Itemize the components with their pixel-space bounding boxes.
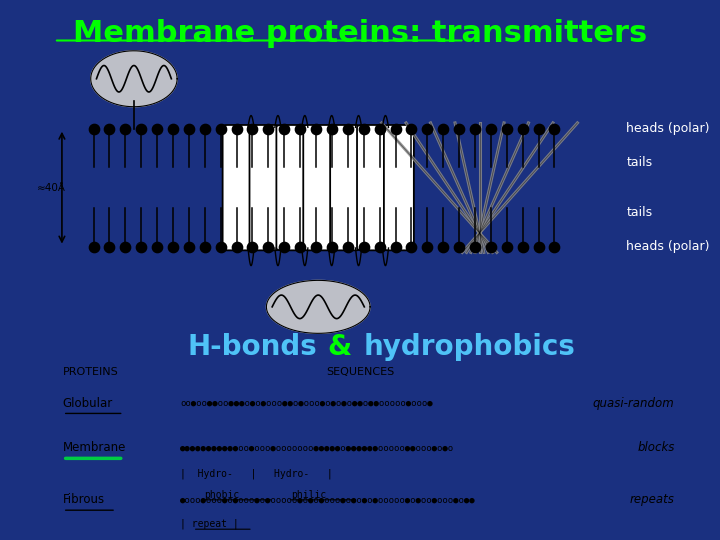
Point: [88, 125, 99, 133]
Text: tails: tails: [626, 206, 652, 219]
FancyBboxPatch shape: [303, 125, 333, 251]
Text: ≈40Å: ≈40Å: [37, 183, 66, 193]
Point: [183, 242, 194, 251]
Point: [390, 242, 401, 251]
Text: quasi-random: quasi-random: [593, 396, 675, 409]
Point: [120, 242, 131, 251]
Point: [421, 242, 433, 251]
Text: PROTEINS: PROTEINS: [63, 367, 119, 377]
Point: [294, 242, 306, 251]
FancyBboxPatch shape: [357, 125, 387, 251]
Point: [215, 125, 227, 133]
Point: [135, 125, 147, 133]
Point: [326, 242, 338, 251]
Text: SEQUENCES: SEQUENCES: [326, 367, 394, 377]
Point: [517, 125, 528, 133]
Point: [247, 242, 258, 251]
Point: [120, 125, 131, 133]
Point: [485, 242, 497, 251]
Point: [421, 125, 433, 133]
Point: [358, 242, 369, 251]
Text: |  Hydro-   |   Hydro-   |: | Hydro- | Hydro- |: [180, 469, 333, 479]
Point: [199, 125, 210, 133]
Point: [501, 125, 513, 133]
FancyBboxPatch shape: [222, 125, 253, 251]
Text: phobic: phobic: [204, 490, 240, 500]
Point: [247, 125, 258, 133]
Point: [151, 242, 163, 251]
Point: [263, 242, 274, 251]
Point: [533, 125, 544, 133]
Point: [517, 242, 528, 251]
Text: heads (polar): heads (polar): [626, 240, 710, 253]
Point: [215, 242, 227, 251]
Point: [549, 242, 560, 251]
Point: [405, 242, 417, 251]
Point: [199, 242, 210, 251]
Point: [294, 125, 306, 133]
Point: [135, 242, 147, 251]
Point: [263, 125, 274, 133]
Point: [405, 125, 417, 133]
Point: [358, 125, 369, 133]
Text: oo●oo●●oo●●●o●o●ooo●●o●ooo●o●o●o●●o●●ooooo●ooo●: oo●oo●●oo●●●o●o●ooo●●o●ooo●o●o●o●●o●●ooo…: [180, 399, 433, 408]
Text: philic: philic: [291, 490, 326, 500]
Point: [438, 125, 449, 133]
Point: [279, 242, 290, 251]
Point: [342, 125, 354, 133]
Point: [310, 125, 322, 133]
Point: [374, 242, 385, 251]
Point: [167, 242, 179, 251]
Point: [374, 125, 385, 133]
Point: [231, 242, 243, 251]
Text: hydrophobics: hydrophobics: [364, 333, 575, 361]
Point: [438, 242, 449, 251]
Point: [469, 125, 481, 133]
Polygon shape: [266, 280, 370, 333]
FancyBboxPatch shape: [250, 125, 279, 251]
Text: ●●●●●●●●●●●oo●ooo●ooooooo●●●●●o●●●●●●ooooo●●ooo●o●o: ●●●●●●●●●●●oo●ooo●ooooooo●●●●●o●●●●●●ooo…: [180, 443, 454, 453]
Text: Fibrous: Fibrous: [63, 494, 105, 507]
Point: [485, 125, 497, 133]
Text: &: &: [328, 333, 352, 361]
Point: [310, 242, 322, 251]
Point: [549, 125, 560, 133]
Point: [231, 125, 243, 133]
FancyBboxPatch shape: [276, 125, 306, 251]
Text: | repeat |: | repeat |: [180, 519, 239, 529]
FancyBboxPatch shape: [384, 125, 414, 251]
Text: tails: tails: [626, 156, 652, 169]
Text: Membrane: Membrane: [63, 442, 126, 455]
Point: [183, 125, 194, 133]
Text: repeats: repeats: [629, 494, 675, 507]
Text: blocks: blocks: [637, 442, 675, 455]
Polygon shape: [91, 51, 177, 107]
Point: [454, 242, 465, 251]
Point: [533, 242, 544, 251]
Point: [454, 125, 465, 133]
Point: [104, 125, 115, 133]
Point: [167, 125, 179, 133]
Point: [390, 125, 401, 133]
Point: [151, 125, 163, 133]
Point: [104, 242, 115, 251]
Point: [326, 125, 338, 133]
Point: [342, 242, 354, 251]
Point: [501, 242, 513, 251]
Text: Membrane proteins: transmitters: Membrane proteins: transmitters: [73, 19, 647, 48]
Point: [88, 242, 99, 251]
Point: [279, 125, 290, 133]
Text: H-bonds: H-bonds: [187, 333, 317, 361]
FancyBboxPatch shape: [330, 125, 360, 251]
Point: [469, 242, 481, 251]
Text: Globular: Globular: [63, 396, 113, 409]
Text: ●ooo●ooo●o●ooo●o●ooooo●o●o●ooo●o●o●o●ooooo●o●oo●ooo●o●●: ●ooo●ooo●o●ooo●o●ooooo●o●o●ooo●o●o●o●ooo…: [180, 495, 476, 504]
Text: heads (polar): heads (polar): [626, 122, 710, 136]
